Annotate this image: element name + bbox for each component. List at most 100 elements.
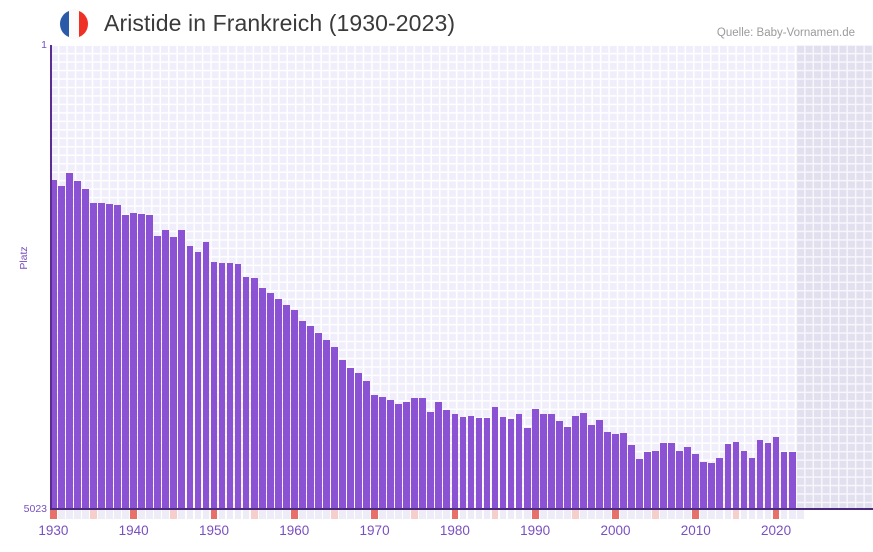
flag-stripe-blue [60, 10, 70, 38]
bar-1978 [435, 401, 443, 508]
x-tick-minor-1982 [467, 510, 475, 519]
x-axis-label-2000: 2000 [600, 523, 631, 538]
bar-1996 [579, 412, 587, 508]
x-tick-minor-1981 [459, 510, 467, 519]
bar-1969 [363, 380, 370, 508]
x-tick-minor-2014 [724, 510, 732, 519]
x-tick-minor-1989 [523, 510, 531, 519]
x-tick-mid-1965 [331, 510, 338, 519]
x-axis-label-1960: 1960 [279, 523, 310, 538]
bar-1953 [234, 264, 242, 508]
bar-1998 [596, 420, 603, 508]
bar-1991 [539, 413, 547, 508]
x-axis-label-1980: 1980 [439, 523, 470, 538]
x-tick-minor-1992 [547, 510, 555, 519]
bar-1967 [347, 367, 354, 508]
bar-2022 [788, 452, 796, 508]
x-tick-major-1980 [451, 510, 459, 519]
x-tick-minor-1936 [98, 510, 105, 519]
x-tick-minor-1971 [379, 510, 386, 519]
france-flag-icon [60, 10, 88, 38]
bar-2017 [748, 457, 756, 508]
x-tick-minor-1974 [403, 510, 411, 519]
bar-1985 [491, 407, 499, 508]
bar-1944 [162, 230, 170, 508]
bar-1988 [515, 413, 523, 508]
x-tick-minor-1963 [314, 510, 322, 519]
x-axis-label-1950: 1950 [198, 523, 229, 538]
x-tick-minor-2019 [764, 510, 772, 519]
bar-1970 [371, 395, 378, 508]
bar-1949 [202, 242, 210, 508]
bar-1939 [122, 214, 130, 508]
bar-2013 [716, 457, 724, 508]
bar-1975 [411, 398, 419, 508]
x-tick-minor-1942 [146, 510, 154, 519]
x-tick-minor-2009 [684, 510, 692, 519]
x-tick-major-1970 [371, 510, 378, 519]
bar-1965 [331, 347, 338, 508]
bar-1987 [507, 419, 515, 508]
bar-1962 [306, 326, 314, 508]
bar-1942 [146, 214, 154, 508]
y-axis-tick-top: 1 [41, 39, 47, 51]
bar-1994 [563, 426, 571, 508]
bar-2005 [652, 450, 659, 508]
x-tick-minor-1953 [234, 510, 242, 519]
x-tick-minor-1944 [162, 510, 170, 519]
x-tick-minor-1973 [395, 510, 403, 519]
bar-1935 [90, 202, 97, 508]
x-tick-minor-1946 [178, 510, 186, 519]
chart-title: Aristide in Frankreich (1930-2023) [104, 10, 456, 36]
bar-2015 [732, 442, 740, 508]
x-tick-minor-1967 [347, 510, 354, 519]
bar-2006 [660, 443, 668, 508]
bar-1968 [355, 373, 362, 508]
bar-1966 [339, 360, 346, 508]
bar-2010 [692, 454, 700, 508]
x-tick-mid-1995 [571, 510, 579, 519]
x-tick-minor-1931 [58, 510, 65, 519]
x-tick-minor-1956 [258, 510, 266, 519]
bar-2008 [676, 450, 684, 508]
x-tick-minor-2022 [788, 510, 796, 519]
x-tick-minor-1988 [515, 510, 523, 519]
bar-2019 [764, 443, 772, 508]
bar-1955 [250, 278, 258, 508]
x-tick-minor-1941 [138, 510, 146, 519]
bar-1961 [298, 320, 306, 508]
bar-1960 [290, 310, 298, 508]
bar-1986 [499, 417, 507, 508]
x-tick-minor-1986 [499, 510, 507, 519]
x-tick-major-2010 [692, 510, 700, 519]
y-axis-line [50, 45, 52, 509]
bar-1971 [379, 397, 386, 508]
x-tick-minor-1968 [355, 510, 362, 519]
x-tick-minor-2001 [620, 510, 627, 519]
bar-1934 [82, 188, 89, 508]
x-tick-mid-2015 [732, 510, 740, 519]
x-tick-minor-2013 [716, 510, 724, 519]
x-tick-minor-1996 [579, 510, 587, 519]
bar-1956 [258, 288, 266, 508]
bar-1938 [114, 205, 121, 508]
x-axis-label-2020: 2020 [761, 523, 792, 538]
x-tick-minor-1962 [306, 510, 314, 519]
x-tick-minor-1998 [596, 510, 603, 519]
x-tick-minor-1997 [588, 510, 595, 519]
x-tick-mid-1985 [491, 510, 499, 519]
bar-2000 [612, 433, 619, 508]
x-tick-minor-2023 [796, 510, 804, 519]
bar-1932 [66, 173, 73, 508]
x-tick-minor-1987 [507, 510, 515, 519]
bar-1990 [531, 409, 539, 508]
bar-2007 [668, 443, 676, 508]
bar-1947 [186, 245, 194, 508]
bar-2021 [780, 452, 788, 508]
bar-2014 [724, 444, 732, 508]
x-tick-minor-1933 [74, 510, 81, 519]
bar-1982 [467, 416, 475, 508]
bar-2009 [684, 446, 692, 508]
bar-1950 [210, 261, 218, 508]
bar-1977 [427, 411, 435, 508]
